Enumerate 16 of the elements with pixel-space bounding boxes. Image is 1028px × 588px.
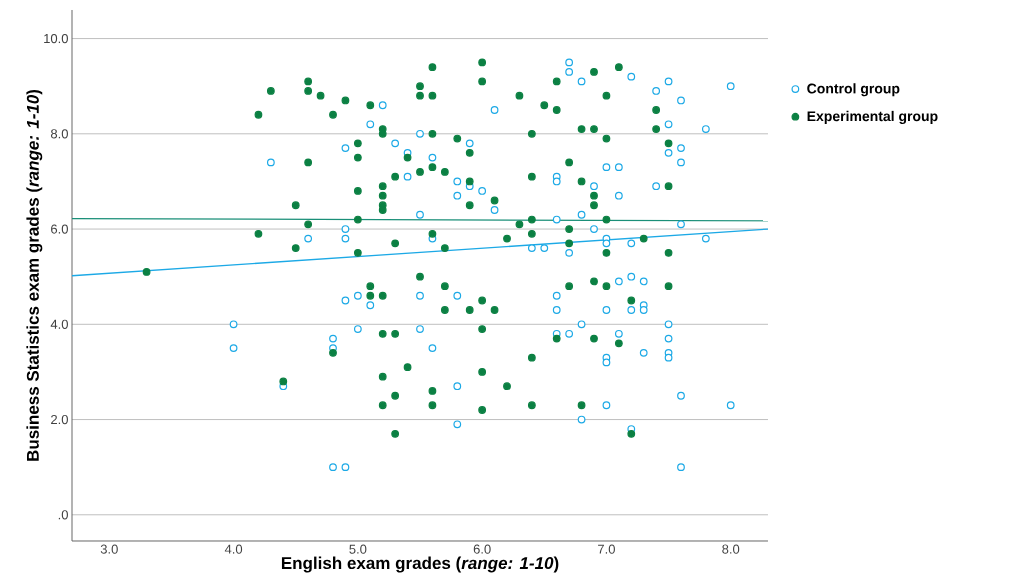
- x-tick-label: 7.0: [598, 544, 615, 554]
- x-tick-label: 6.0: [473, 544, 491, 554]
- x-tick-label: 4.0: [224, 544, 243, 554]
- y-tick-label: .0: [58, 510, 68, 520]
- y-axis-title: Business Statistics exam grades (range: 1-10): [26, 89, 43, 461]
- y-tick-label: 8.0: [50, 129, 68, 139]
- y-tick-label: 6.0: [51, 224, 68, 234]
- y-tick-label: 2.0: [51, 414, 68, 425]
- x-tick-label: 8.0: [722, 544, 740, 554]
- legend-label: Experimental group: [807, 110, 938, 124]
- y-tick-label: 10.0: [44, 33, 68, 44]
- legend-label: Control group: [807, 83, 900, 97]
- x-axis-title: English exam grades (range: 1-10): [281, 556, 559, 573]
- x-tick-label: 3.0: [100, 544, 118, 554]
- x-tick-label: 5.0: [349, 544, 367, 554]
- y-tick-label: 4.0: [50, 319, 68, 329]
